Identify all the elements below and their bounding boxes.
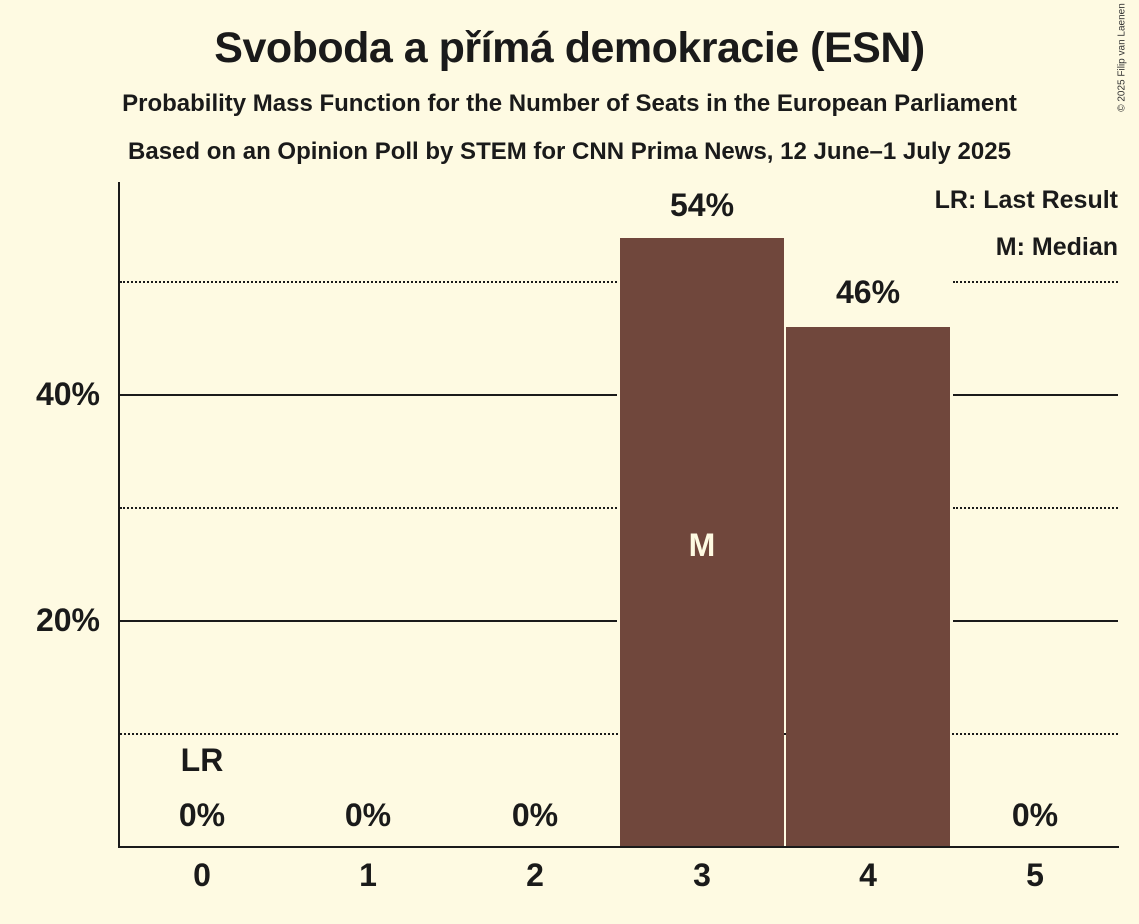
bar-4-seats xyxy=(786,327,950,847)
bar-label-4: 46% xyxy=(835,274,901,310)
x-tick-0: 0 xyxy=(193,857,211,893)
median-marker: M xyxy=(688,527,716,563)
last-result-marker: LR xyxy=(180,742,224,778)
legend-median: M: Median xyxy=(995,233,1118,261)
bar-label-3: 54% xyxy=(669,187,735,223)
bar-3-seats xyxy=(620,238,784,847)
x-axis xyxy=(118,846,1119,848)
x-tick-5: 5 xyxy=(1026,857,1044,893)
x-tick-3: 3 xyxy=(693,857,711,893)
chart-subtitle: Probability Mass Function for the Number… xyxy=(122,90,1017,117)
bar-label-0: 0% xyxy=(178,797,226,833)
legend-last-result: LR: Last Result xyxy=(934,186,1118,214)
y-tick-40: 40% xyxy=(35,376,100,412)
bar-label-1: 0% xyxy=(344,797,392,833)
x-tick-4: 4 xyxy=(859,857,877,893)
chart-source: Based on an Opinion Poll by STEM for CNN… xyxy=(128,138,1011,165)
bar-label-5: 0% xyxy=(1011,797,1059,833)
bar-label-2: 0% xyxy=(511,797,559,833)
y-axis xyxy=(118,182,120,848)
x-tick-2: 2 xyxy=(526,857,544,893)
x-tick-1: 1 xyxy=(359,857,377,893)
y-tick-20: 20% xyxy=(35,602,100,638)
chart-title: Svoboda a přímá demokracie (ESN) xyxy=(214,24,925,72)
copyright-notice: © 2025 Filip van Laenen xyxy=(1116,3,1128,112)
